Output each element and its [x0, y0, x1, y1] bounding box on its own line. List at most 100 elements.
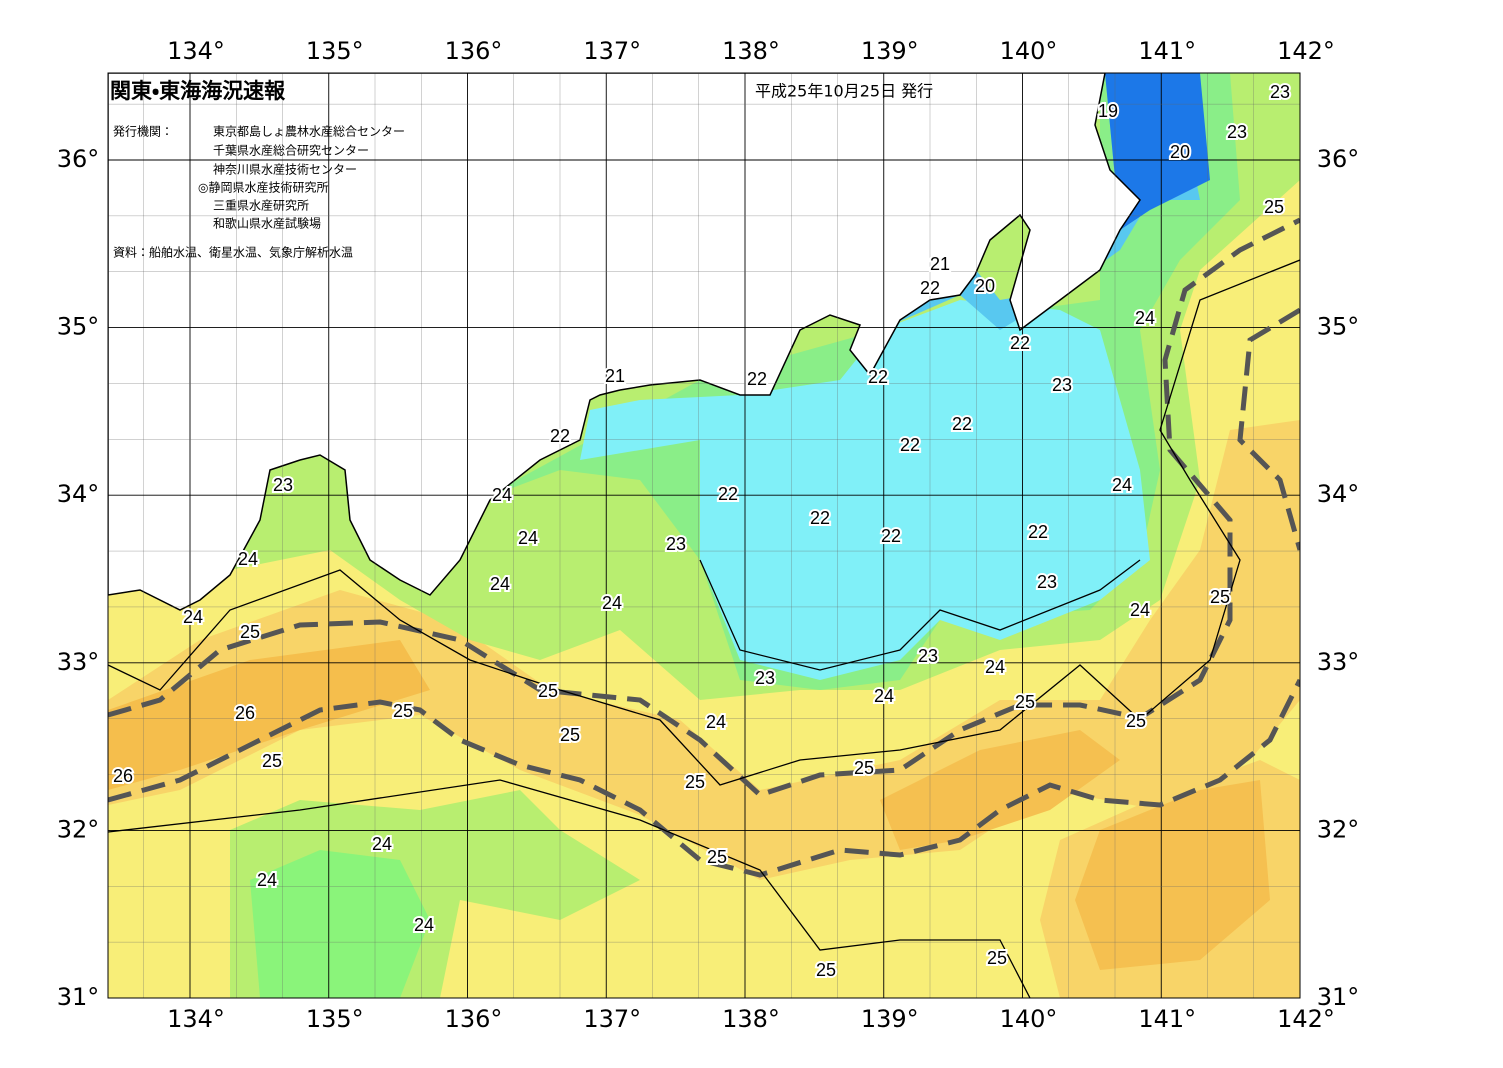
longitude-label: 139°	[861, 37, 919, 65]
header: 関東・東海海況速報 平成25年10月25日 発行 発行機関： 東京都島しょ農林水…	[110, 79, 933, 260]
isotherm-label: 24	[372, 834, 392, 854]
isotherm-label: 23	[273, 475, 293, 495]
latitude-label: 36°	[57, 145, 100, 173]
longitude-label: 139°	[861, 1005, 919, 1033]
latitude-label: 35°	[1317, 313, 1360, 341]
sea-hot	[880, 730, 1120, 850]
isotherm-label: 24	[1130, 600, 1150, 620]
isotherm	[108, 259, 1300, 786]
isotherm-label: 22	[920, 278, 940, 298]
longitude-label: 135°	[306, 1005, 364, 1033]
longitude-label: 138°	[722, 1005, 780, 1033]
land	[108, 73, 1141, 611]
isotherm-label: 24	[874, 686, 894, 706]
isotherm-label: 25	[560, 725, 580, 745]
isotherm-label: 24	[706, 712, 726, 732]
isotherm-label: 24	[1135, 308, 1155, 328]
isotherm-label: 23	[1270, 82, 1290, 102]
isotherm-label: 22	[747, 369, 767, 389]
isotherm-label: 24	[492, 485, 512, 505]
issuer-label: 発行機関：	[113, 125, 173, 139]
isotherm-label: 25	[240, 622, 260, 642]
isotherm-label: 25	[854, 758, 874, 778]
latitude-label: 33°	[57, 648, 100, 676]
isotherm-label: 25	[707, 847, 727, 867]
isotherm-label: 21	[605, 366, 625, 386]
isotherm-label: 22	[900, 435, 920, 455]
latitude-label: 33°	[1317, 648, 1360, 676]
isotherm-label: 23	[666, 534, 686, 554]
frame	[107, 72, 1301, 999]
isotherm-label: 23	[755, 668, 775, 688]
isotherm-label: 24	[183, 607, 203, 627]
current-axis	[108, 217, 1300, 878]
isotherm-label: 23	[1037, 572, 1057, 592]
longitude-label: 137°	[583, 37, 641, 65]
isotherm-label: 22	[718, 484, 738, 504]
isotherm-label: 21	[930, 254, 950, 274]
sea-cool	[580, 300, 1150, 680]
latitude-label: 34°	[1317, 480, 1360, 508]
issuer: 東京都島しょ農林水産総合センター	[213, 124, 405, 139]
sea-green	[250, 850, 430, 998]
issuer: 和歌山県水産試験場	[213, 216, 321, 231]
isotherm-label: 23	[918, 646, 938, 666]
isotherms	[108, 259, 1300, 998]
isotherm-label: 24	[1112, 475, 1132, 495]
longitude-label: 137°	[583, 1005, 641, 1033]
isotherm-label: 24	[257, 870, 277, 890]
isotherm-label: 25	[1264, 197, 1284, 217]
isotherm-label: 24	[518, 528, 538, 548]
isotherm-label: 24	[490, 574, 510, 594]
current-line	[1237, 307, 1300, 551]
sea-hot	[1075, 780, 1270, 970]
sea-temperature	[108, 73, 1300, 998]
isotherm-label: 25	[393, 701, 413, 721]
isotherm-label: 19	[1098, 101, 1118, 121]
contour-labels: 19 23 23 20 25 21 22 20 24 22 21 22 22 23 22 22 22 23 24 22…	[111, 80, 1292, 982]
isotherm-label: 25	[538, 681, 558, 701]
current-line	[108, 217, 1300, 798]
isotherm-label: 24	[985, 657, 1005, 677]
longitude-label: 142°	[1277, 37, 1335, 65]
issuer: 千葉県水産総合研究センター	[213, 143, 369, 158]
isotherm-label: 25	[987, 948, 1007, 968]
isotherm-label: 22	[1028, 522, 1048, 542]
isotherm-label: 25	[1210, 587, 1230, 607]
current-line	[108, 678, 1300, 878]
isotherm-label: 22	[1010, 333, 1030, 353]
isotherm-label: 24	[414, 915, 434, 935]
isotherm-label: 24	[602, 593, 622, 613]
isotherm-label: 23	[1227, 122, 1247, 142]
longitude-label: 134°	[167, 37, 225, 65]
longitude-label: 136°	[445, 1005, 503, 1033]
sea-hot	[108, 640, 430, 790]
longitude-label: 141°	[1138, 1005, 1196, 1033]
isotherm-label: 25	[262, 751, 282, 771]
latitude-label: 35°	[57, 313, 100, 341]
isotherm-label: 25	[816, 960, 836, 980]
latitude-label: 34°	[57, 480, 100, 508]
isotherm-label: 22	[881, 526, 901, 546]
issuer: 三重県水産研究所	[213, 199, 309, 213]
latitude-label: 32°	[57, 815, 100, 843]
isotherm-label: 26	[113, 766, 133, 786]
issuer: 神奈川県水産技術センター	[213, 162, 357, 177]
latitude-label: 32°	[1317, 815, 1360, 843]
longitude-label: 140°	[1000, 1005, 1058, 1033]
isotherm	[699, 559, 1141, 671]
title: 関東・東海海況速報	[110, 79, 286, 103]
latitude-label: 31°	[1317, 983, 1360, 1011]
longitude-label: 140°	[1000, 37, 1058, 65]
isotherm-label: 25	[1015, 692, 1035, 712]
longitude-label: 136°	[445, 37, 503, 65]
isotherm-label: 24	[238, 549, 258, 569]
data-source: 資料：船舶水温、衛星水温、気象庁解析水温	[113, 245, 353, 260]
longitude-label: 142°	[1277, 1005, 1335, 1033]
isotherm-label: 25	[685, 772, 705, 792]
longitude-label: 138°	[722, 37, 780, 65]
isotherm-label: 25	[1126, 711, 1146, 731]
latitude-label: 36°	[1317, 145, 1360, 173]
issuer: ◎静岡県水産技術研究所	[198, 180, 328, 195]
isotherm-label: 22	[810, 508, 830, 528]
